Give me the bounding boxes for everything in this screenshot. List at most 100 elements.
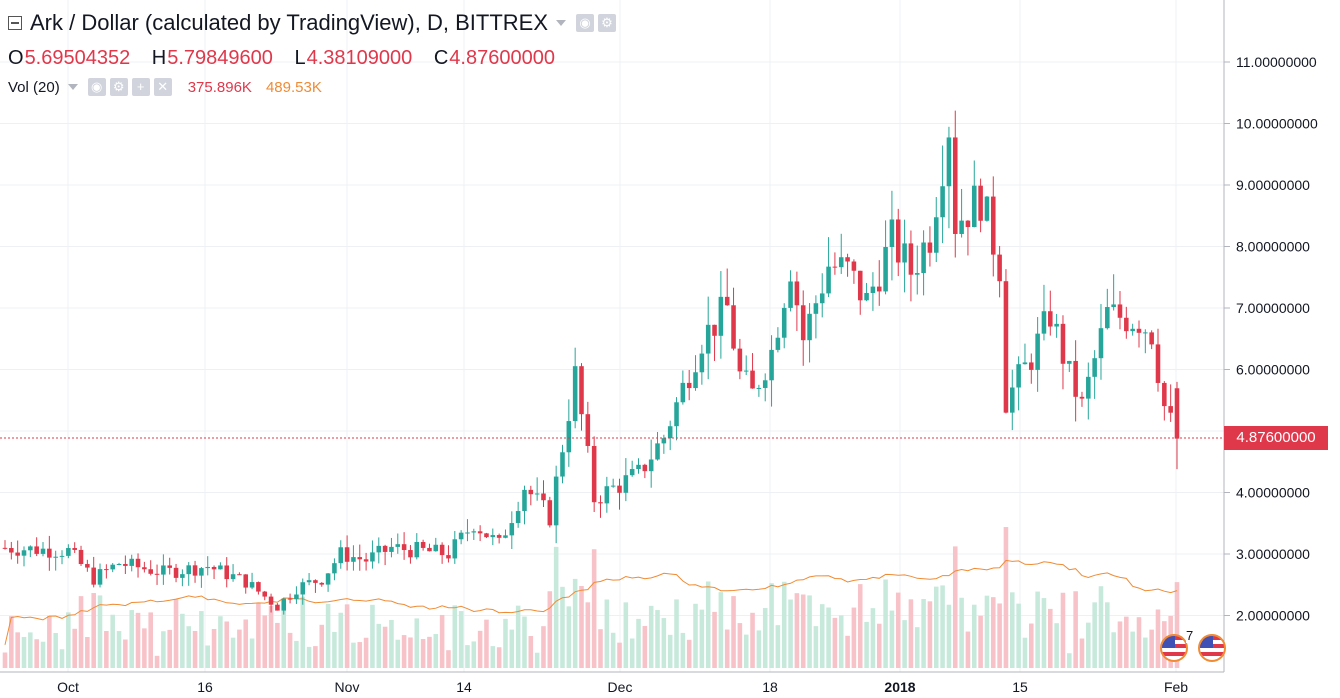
volume-bar [648, 605, 654, 668]
volume-bar [946, 604, 952, 668]
price-axis-labels: 2.000000003.000000004.000000005.00000000… [1224, 54, 1318, 624]
volume-bar [617, 642, 622, 668]
volume-bar [978, 615, 983, 668]
candle-body [91, 567, 96, 585]
eye-icon[interactable]: ◉ [576, 14, 594, 32]
volume-bar [737, 623, 743, 668]
candle-body [933, 217, 939, 253]
volume-bar [78, 596, 84, 668]
candle-body [914, 273, 920, 275]
candle-body [883, 246, 888, 292]
y-tick-label: 4.00000000 [1236, 485, 1310, 501]
chevron-down-icon[interactable] [67, 84, 78, 90]
eye-icon[interactable]: ◉ [87, 78, 106, 96]
candle-body [655, 443, 660, 460]
candle-body [218, 565, 223, 570]
volume-bar [306, 646, 312, 668]
candle-body [287, 598, 293, 600]
collapse-toggle-icon[interactable] [8, 16, 22, 30]
volume-bar [794, 593, 800, 668]
volume-bar [458, 611, 464, 668]
candle-body [750, 370, 755, 389]
gear-icon[interactable]: ⚙ [598, 14, 616, 32]
volume-bar [997, 603, 1002, 668]
volume-bar [991, 597, 996, 668]
volume-bar [249, 638, 255, 668]
candle-body [192, 565, 198, 576]
volume-label[interactable]: Vol (20) [8, 78, 60, 96]
volume-bar [97, 595, 103, 668]
volume-bar [528, 635, 534, 668]
volume-bar [750, 612, 755, 668]
us-flag-icon[interactable] [1198, 634, 1226, 662]
volume-bar [173, 599, 179, 668]
high-key: H [151, 47, 167, 69]
candle-body [1105, 307, 1110, 329]
candle-body [724, 296, 730, 306]
candle-body [123, 564, 128, 566]
low-value: 4.38109000 [306, 47, 413, 69]
candle-body [97, 569, 103, 585]
us-flag-icon[interactable] [1160, 634, 1188, 662]
volume-bar [680, 632, 686, 668]
volume-bar [876, 623, 882, 668]
y-tick-label: 10.00000000 [1236, 116, 1318, 132]
candle-body [256, 582, 261, 592]
candle-body [572, 366, 578, 422]
ohlc-values: O5.69504352 H5.79849600 L4.38109000 C4.8… [8, 47, 571, 70]
candle-body [452, 539, 458, 559]
volume-bar [857, 584, 863, 668]
candle-body [401, 544, 407, 551]
x-tick-label: Nov [335, 679, 360, 695]
volume-bar [256, 602, 261, 668]
volume-bar [1143, 637, 1148, 668]
candle-body [864, 293, 869, 301]
candle-body [1117, 304, 1123, 318]
candle-body [230, 574, 236, 580]
volume-bar [281, 599, 287, 668]
volume-bar [864, 621, 869, 668]
volume-bar [275, 622, 280, 668]
candle-body [680, 382, 686, 403]
candle-body [1086, 376, 1091, 399]
close-value: 4.87600000 [449, 47, 555, 69]
volume-bar [712, 611, 717, 668]
volume-bar [161, 631, 166, 668]
volume-bar [1067, 653, 1072, 668]
candle-body [59, 555, 65, 557]
volume-bar [914, 627, 920, 668]
volume-bar [1086, 622, 1091, 668]
candle-body [889, 219, 895, 247]
volume-bar [205, 645, 211, 668]
volume-bar [610, 632, 616, 668]
volume-bar [566, 606, 572, 668]
plus-icon[interactable]: + [131, 78, 150, 96]
symbol-title[interactable]: Ark / Dollar (calculated by TradingView)… [30, 10, 548, 35]
y-tick-label: 3.00000000 [1236, 546, 1310, 562]
volume-bar [813, 626, 819, 668]
open-value: 5.69504352 [24, 47, 131, 69]
candle-body [1003, 281, 1009, 413]
volume-bar [515, 605, 521, 668]
candle-body [2, 547, 8, 549]
volume-bar [908, 599, 914, 668]
volume-bar [199, 611, 204, 668]
candle-body [1168, 406, 1173, 413]
candle-body [1098, 328, 1104, 359]
volume-bar [370, 604, 375, 668]
candle-body [509, 523, 515, 536]
volume-bar [21, 636, 27, 668]
candle-body [769, 349, 774, 381]
volume-bar [300, 596, 306, 668]
candle-body [908, 243, 914, 275]
volume-bar [395, 639, 401, 668]
volume-bar [496, 647, 502, 668]
chevron-down-icon[interactable] [556, 20, 566, 26]
close-icon[interactable]: ✕ [153, 78, 172, 96]
candle-body [788, 281, 793, 308]
candle-body [395, 544, 401, 547]
gear-icon[interactable]: ⚙ [109, 78, 128, 96]
volume-bar [826, 607, 831, 668]
candle-body [40, 548, 46, 554]
